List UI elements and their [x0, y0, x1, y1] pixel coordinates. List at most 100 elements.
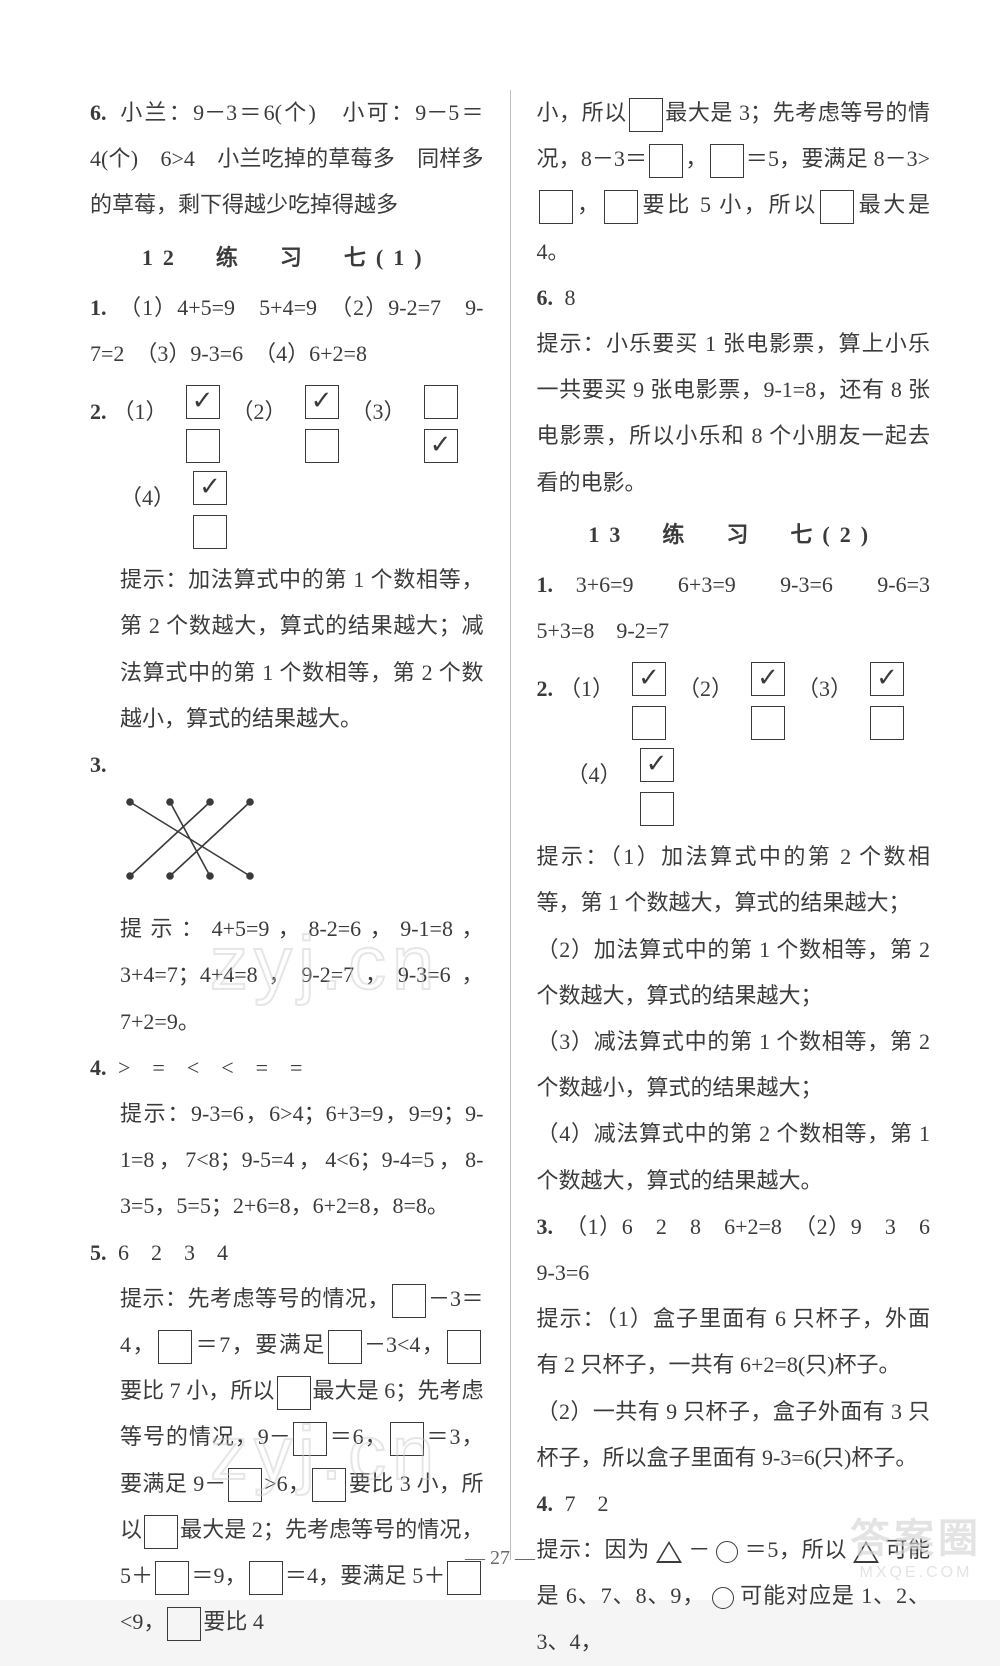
q2-hint: 提示：加法算式中的第 1 个数相等，第 2 个数越大，算式的结果越大；减法算式中…	[90, 557, 484, 742]
r-q2-row-4: （4）	[537, 748, 931, 826]
checkbox-pair	[303, 385, 341, 463]
r-q2-hint2: （2）加法算式中的第 1 个数相等，第 2 个数越大，算式的结果越大；	[537, 927, 931, 1019]
q-number: 2.	[537, 662, 554, 712]
q6-text: 小兰：9－3＝6(个) 小可：9－5＝4(个) 6>4 小兰吃掉的草莓多 同样多…	[90, 100, 484, 217]
text: －3<4，	[364, 1332, 446, 1357]
blank-box	[390, 1422, 424, 1456]
checkbox-checked	[193, 471, 227, 505]
checkbox-checked	[632, 662, 666, 696]
checkbox-empty	[186, 429, 220, 463]
logo-big: 答案圈	[850, 1506, 982, 1564]
blank-box	[144, 1515, 178, 1549]
text: <9，	[120, 1609, 165, 1634]
q2-sub-label: （1）	[559, 662, 614, 712]
checkbox-empty	[870, 706, 904, 740]
q2-sub-label: （4）	[120, 471, 175, 521]
q4-line: 4. > = < < = =	[90, 1045, 484, 1091]
blank-box	[158, 1330, 192, 1364]
column-divider	[510, 90, 511, 1560]
r-q3-text: （1）6 2 8 6+2=8 （2）9 3 6 9-3=6	[537, 1214, 953, 1285]
checkbox-pair	[868, 662, 906, 740]
matching-diagram	[120, 794, 260, 884]
blank-box	[649, 144, 683, 178]
checkbox-empty	[751, 706, 785, 740]
q2-sub-label: （3）	[351, 385, 406, 435]
q1-line: 1. （1）4+5=9 5+4=9 （2）9-2=7 9-7=2 （3）9-3=…	[90, 285, 484, 377]
checkbox-empty	[632, 706, 666, 740]
q-number: 4.	[90, 1055, 107, 1080]
checkbox-checked	[640, 748, 674, 782]
q4-hint: 提示：9-3=6，6>4；6+3=9，9=9；9-1=8，7<8；9-5=4，4…	[90, 1091, 484, 1230]
checkbox-checked	[751, 662, 785, 696]
q-number: 4.	[537, 1491, 554, 1516]
r-q2-row: 2. （1） （2） （3）	[537, 662, 931, 740]
blank-box	[228, 1468, 262, 1502]
q5-line: 5. 6 2 3 4	[90, 1230, 484, 1276]
q-number: 3.	[537, 1214, 554, 1239]
q6r-answer: 8	[565, 285, 576, 310]
r-q2-hint4: （4）减法算式中的第 2 个数相等，第 1 个数越大，算式的结果越大。	[537, 1111, 931, 1203]
q-number: 6.	[90, 100, 107, 125]
checkbox-pair	[184, 385, 222, 463]
q2-row: 2. （1） （2） （3）	[90, 385, 484, 463]
q2-sub-label: （4）	[567, 748, 622, 798]
q-number: 6.	[537, 285, 554, 310]
q4-answer: > = < < = =	[118, 1055, 302, 1080]
text: 要比 7 小，所以	[120, 1378, 275, 1403]
checkbox-pair	[638, 748, 676, 826]
q-number: 3.	[90, 752, 107, 777]
text: >6，	[264, 1471, 310, 1496]
blank-box	[710, 144, 744, 178]
two-column-layout: 6. 小兰：9－3＝6(个) 小可：9－5＝4(个) 6>4 小兰吃掉的草莓多 …	[90, 90, 930, 1560]
q5-answer: 6 2 3 4	[118, 1240, 228, 1265]
logo-small: MXQE.COM	[850, 1564, 982, 1582]
text: ＝7，要满足	[194, 1332, 326, 1357]
blank-box	[447, 1330, 481, 1364]
q3-hint: 提示：4+5=9，8-2=6，9-1=8，3+4=7；4+4=8，9-2=7，9…	[90, 906, 484, 1045]
q-number: 1.	[90, 295, 107, 320]
q5-hint-continued: 小，所以最大是 3；先考虑等号的情况，8－3＝，＝5，要满足 8－3>，要比 5…	[537, 90, 931, 275]
left-column: 6. 小兰：9－3＝6(个) 小可：9－5＝4(个) 6>4 小兰吃掉的草莓多 …	[90, 90, 484, 1560]
blank-box	[604, 190, 638, 224]
q-number: 2.	[90, 385, 107, 435]
checkbox-empty	[193, 515, 227, 549]
r-q1-text: 3+6=9 6+3=9 9-3=6 9-6=3 5+3=8 9-2=7	[537, 572, 953, 643]
r-q3-line: 3. （1）6 2 8 6+2=8 （2）9 3 6 9-3=6	[537, 1204, 931, 1296]
checkbox-empty	[305, 429, 339, 463]
blank-box	[167, 1607, 201, 1641]
r-q2-hint1: 提示：（1）加法算式中的第 2 个数相等，第 1 个数越大，算式的结果越大；	[537, 834, 931, 926]
q2-sub-label: （1）	[113, 385, 168, 435]
page: 6. 小兰：9－3＝6(个) 小可：9－5＝4(个) 6>4 小兰吃掉的草莓多 …	[0, 0, 1000, 1600]
q6-line: 6. 小兰：9－3＝6(个) 小可：9－5＝4(个) 6>4 小兰吃掉的草莓多 …	[90, 90, 484, 229]
checkbox-checked	[424, 429, 458, 463]
text: ＝5，要满足 8－3>	[746, 146, 930, 171]
text: ，	[685, 146, 707, 171]
q1-text: （1）4+5=9 5+4=9 （2）9-2=7 9-7=2 （3）9-3=6 （…	[90, 295, 484, 366]
checkbox-pair	[422, 385, 460, 463]
r-q3-hint2: （2）一共有 9 只杯子，盒子外面有 3 只杯子，所以盒子里面有 9-3=6(只…	[537, 1389, 931, 1481]
q2-sub-label: （3）	[797, 662, 852, 712]
blank-box	[312, 1468, 346, 1502]
q-number: 5.	[90, 1240, 107, 1265]
checkbox-empty	[640, 792, 674, 826]
section-title-12: 12 练 习 七(1)	[90, 235, 484, 281]
text: ，	[575, 192, 602, 217]
r-q3-hint1: 提示：（1）盒子里面有 6 只杯子，外面有 2 只杯子，一共有 6+2=8(只)…	[537, 1296, 931, 1388]
text: 要比 4	[203, 1609, 264, 1634]
blank-box	[629, 98, 663, 132]
section-title-13: 13 练 习 七(2)	[537, 512, 931, 558]
text: 小，所以	[537, 100, 627, 125]
blank-box	[328, 1330, 362, 1364]
right-column: 小，所以最大是 3；先考虑等号的情况，8－3＝，＝5，要满足 8－3>，要比 5…	[537, 90, 931, 1560]
q3-line: 3.	[90, 742, 484, 788]
q5-hint: 提示：先考虑等号的情况，－3＝4，＝7，要满足－3<4，要比 7 小，所以最大是…	[90, 1276, 484, 1646]
checkbox-pair	[630, 662, 668, 740]
blank-box	[277, 1376, 311, 1410]
checkbox-checked	[870, 662, 904, 696]
blank-box	[539, 190, 573, 224]
blank-box	[820, 190, 854, 224]
q2-row-4: （4）	[90, 471, 484, 549]
text: 提示：先考虑等号的情况，	[120, 1286, 390, 1311]
blank-box	[293, 1422, 327, 1456]
text: 要比 5 小，所以	[640, 192, 818, 217]
